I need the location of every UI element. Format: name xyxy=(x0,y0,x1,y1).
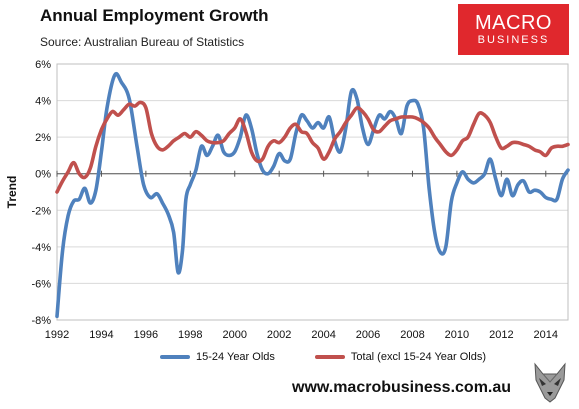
x-tick-label: 1998 xyxy=(178,329,202,341)
y-tick-label: -6% xyxy=(31,278,51,290)
x-tick-label: 1992 xyxy=(45,329,69,341)
x-tick-label: 2012 xyxy=(489,329,513,341)
chart-legend: 15-24 Year Olds Total (excl 15-24 Year O… xyxy=(160,351,526,363)
x-tick-label: 2002 xyxy=(267,329,291,341)
logo-line-1: MACRO xyxy=(475,11,552,34)
legend-item-total: Total (excl 15-24 Year Olds) xyxy=(314,351,487,363)
x-tick-label: 2014 xyxy=(534,329,558,341)
legend-label-total: Total (excl 15-24 Year Olds) xyxy=(350,351,487,363)
y-tick-label: -4% xyxy=(31,242,51,254)
x-tick-label: 2010 xyxy=(445,329,469,341)
chart-title: Annual Employment Growth xyxy=(40,6,269,25)
wolf-icon xyxy=(529,360,571,404)
series-line-youth xyxy=(55,71,570,319)
logo-line-2: BUSINESS xyxy=(477,33,550,46)
x-tick-label: 1994 xyxy=(89,329,113,341)
website-url[interactable]: www.macrobusiness.com.au xyxy=(292,379,512,396)
macrobusiness-logo: MACRO BUSINESS xyxy=(458,4,569,55)
x-tick-label: 2006 xyxy=(356,329,380,341)
legend-item-youth: 15-24 Year Olds xyxy=(160,351,275,363)
y-tick-label: 4% xyxy=(35,96,51,108)
y-axis-label: Trend xyxy=(5,176,19,209)
legend-swatch-total xyxy=(314,355,345,359)
y-tick-label: 6% xyxy=(35,59,51,71)
chart-subtitle: Source: Australian Bureau of Statistics xyxy=(40,35,245,49)
plot-area xyxy=(56,63,569,321)
x-tick-label: 1996 xyxy=(134,329,158,341)
x-tick-label: 2000 xyxy=(222,329,246,341)
y-tick-label: 0% xyxy=(35,169,51,181)
x-tick-label: 2004 xyxy=(311,329,335,341)
legend-swatch-youth xyxy=(160,355,190,359)
y-tick-label: -8% xyxy=(31,315,51,327)
series-line-total xyxy=(55,100,570,194)
y-tick-label: -2% xyxy=(31,205,51,217)
y-tick-label: 2% xyxy=(35,132,51,144)
x-tick-label: 2008 xyxy=(400,329,424,341)
legend-label-youth: 15-24 Year Olds xyxy=(196,351,275,363)
